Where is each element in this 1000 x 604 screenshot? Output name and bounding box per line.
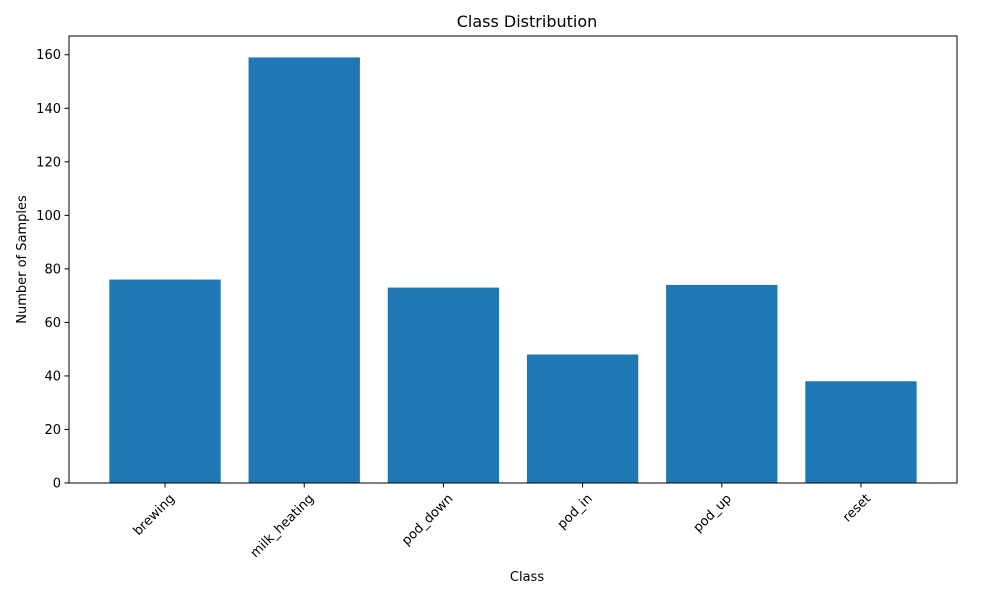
bar-milk_heating — [248, 57, 360, 483]
y-tick-label: 80 — [44, 262, 61, 277]
x-axis-label: Class — [510, 570, 544, 585]
y-axis-label: Number of Samples — [15, 195, 30, 324]
y-tick-label: 100 — [36, 209, 61, 224]
y-axis: 0 20 40 60 80 100 120 140 160 — [36, 48, 69, 492]
bar-pod_up — [666, 284, 778, 483]
bar-pod_in — [526, 354, 639, 483]
plot-area — [109, 57, 917, 483]
y-tick-label: 40 — [44, 369, 61, 384]
axes-frame — [68, 35, 958, 484]
bar-pod_down — [387, 287, 500, 483]
y-tick-label: 60 — [44, 316, 61, 331]
y-tick-label: 20 — [44, 423, 61, 438]
y-tick-label: 160 — [36, 48, 61, 63]
bar-reset — [805, 381, 917, 483]
y-tick-label: 0 — [53, 477, 61, 492]
chart-title: Class Distribution — [457, 12, 598, 31]
bar-brewing — [109, 279, 221, 483]
y-tick-label: 120 — [36, 155, 61, 170]
y-tick-label: 140 — [36, 102, 61, 117]
